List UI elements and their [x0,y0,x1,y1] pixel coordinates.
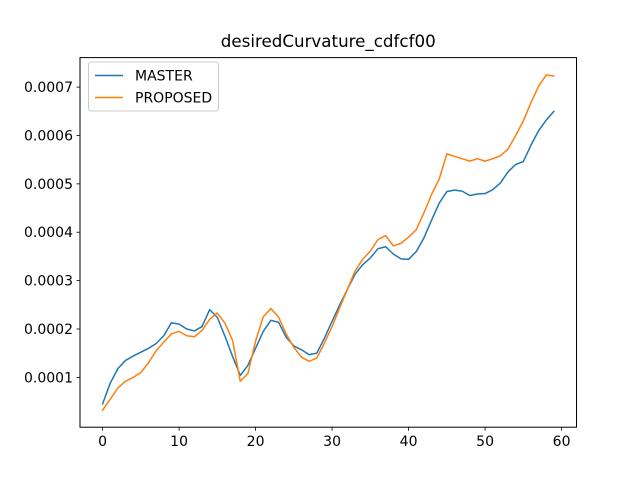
x-tick-label: 30 [323,434,341,450]
y-tick-label: 0.0004 [24,225,73,241]
y-tick-label: 0.0002 [24,322,73,338]
axes-ticks: 0 10 20 30 40 50 60 0.0001 0.0002 0.0003 0.0004 0.0… [24,80,570,450]
y-tick-label: 0.0003 [24,274,73,290]
legend-frame [88,61,219,112]
series-line-proposed [101,74,555,412]
x-tick-label: 50 [476,434,494,450]
series-line-master [101,110,555,405]
legend-label-proposed: PROPOSED [135,91,212,107]
x-tick-label: 60 [553,434,571,450]
y-tick-label: 0.0006 [24,128,73,144]
legend: MASTER PROPOSED [88,61,219,112]
data-series [101,74,555,412]
y-tick-label: 0.0005 [24,177,73,193]
axes-spines [79,57,577,428]
x-tick-label: 40 [400,434,418,450]
y-tick-label: 0.0007 [24,80,73,96]
y-tick-label: 0.0001 [24,370,73,386]
chart-title: desiredCurvature_cdfcf00 [221,31,436,52]
x-tick-label: 20 [247,434,265,450]
x-tick-label: 0 [98,434,107,450]
legend-label-master: MASTER [135,69,193,85]
x-tick-label: 10 [170,434,188,450]
